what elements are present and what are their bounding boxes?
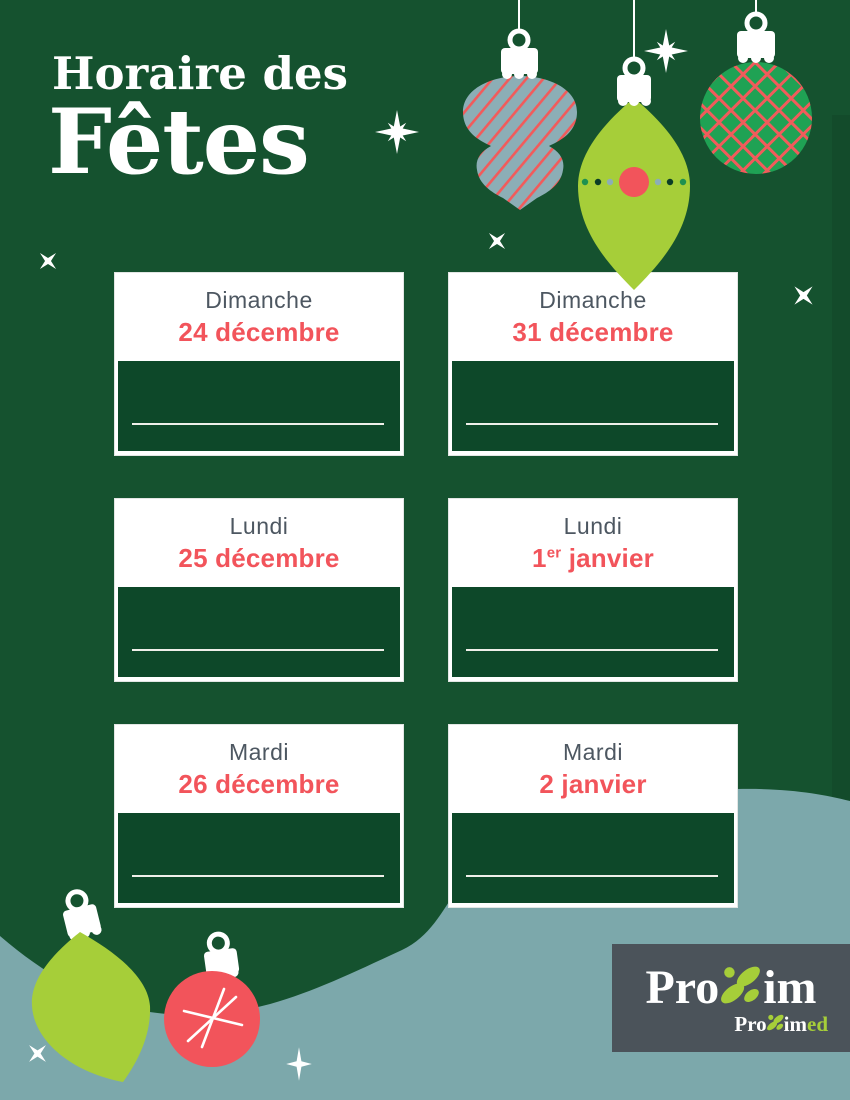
proximed-x-leaf-icon bbox=[766, 1014, 784, 1031]
card-header: Mardi 26 décembre bbox=[118, 725, 400, 813]
hours-write-line bbox=[132, 423, 384, 425]
schedule-card-dec25: Lundi 25 décembre bbox=[114, 498, 404, 682]
cross-sparkle-icon bbox=[39, 252, 57, 270]
day-label: Lundi bbox=[229, 512, 289, 539]
snowflake-icon bbox=[182, 987, 244, 1049]
day-label: Mardi bbox=[562, 738, 623, 765]
cross-sparkle-icon bbox=[488, 232, 506, 250]
schedule-card-jan1: Lundi 1er janvier bbox=[448, 498, 738, 682]
burst-sparkle-icon bbox=[644, 29, 688, 73]
date-label: 25 décembre bbox=[178, 542, 340, 573]
hours-panel bbox=[452, 813, 734, 903]
date-label: 24 décembre bbox=[178, 316, 340, 347]
sublogo-text-pro: Pro bbox=[734, 1011, 767, 1036]
card-header: Lundi 25 décembre bbox=[118, 499, 400, 587]
title-line2: Fêtes bbox=[48, 89, 310, 196]
card-header: Dimanche 24 décembre bbox=[118, 273, 400, 361]
hours-panel bbox=[118, 361, 400, 451]
hours-write-line bbox=[466, 649, 718, 651]
hours-panel bbox=[118, 587, 400, 677]
date-label: 1er janvier bbox=[532, 542, 654, 573]
logo-text-im: im bbox=[763, 960, 817, 1014]
right-shade-band bbox=[832, 115, 850, 807]
schedule-card-dec31: Dimanche 31 décembre bbox=[448, 272, 738, 456]
hours-write-line bbox=[132, 875, 384, 877]
proximed-logo: Pro im ed bbox=[734, 1011, 828, 1036]
hours-panel bbox=[452, 587, 734, 677]
date-label: 26 décembre bbox=[178, 768, 340, 799]
date-label: 31 décembre bbox=[512, 316, 674, 347]
sublogo-text-ed: ed bbox=[807, 1011, 828, 1036]
schedule-card-dec26: Mardi 26 décembre bbox=[114, 724, 404, 908]
logo-box: Pro im Pro im ed bbox=[612, 944, 850, 1052]
day-label: Dimanche bbox=[539, 286, 647, 313]
proxim-logo: Pro im bbox=[645, 960, 817, 1014]
cross-sparkle-icon bbox=[29, 1045, 46, 1062]
card-header: Mardi 2 janvier bbox=[452, 725, 734, 813]
hours-write-line bbox=[466, 423, 718, 425]
card-header: Dimanche 31 décembre bbox=[452, 273, 734, 361]
hours-write-line bbox=[132, 649, 384, 651]
lime-drop-ornament-icon bbox=[578, 0, 690, 290]
proxim-x-leaf-icon bbox=[721, 966, 761, 1003]
schedule-card-dec24: Dimanche 24 décembre bbox=[114, 272, 404, 456]
plaid-ball-ornament-icon bbox=[700, 0, 812, 174]
hours-panel bbox=[118, 813, 400, 903]
sublogo-text-im: im bbox=[783, 1011, 807, 1036]
day-label: Lundi bbox=[563, 512, 623, 539]
day-label: Mardi bbox=[228, 738, 289, 765]
hours-write-line bbox=[466, 875, 718, 877]
logo-text-pro: Pro bbox=[645, 960, 720, 1014]
bottom-drop-ornament-icon bbox=[31, 889, 151, 1082]
hours-panel bbox=[452, 361, 734, 451]
page-title: Horaire des Fêtes bbox=[48, 47, 348, 188]
card-header: Lundi 1er janvier bbox=[452, 499, 734, 587]
title-line1: Horaire des bbox=[52, 47, 348, 100]
cross-sparkle-icon bbox=[794, 286, 813, 305]
day-label: Dimanche bbox=[205, 286, 313, 313]
striped-finial-ornament-icon bbox=[463, 0, 577, 210]
bottom-snowflake-ball-ornament-icon bbox=[164, 931, 260, 1067]
burst-sparkle-icon bbox=[375, 110, 419, 154]
date-label: 2 janvier bbox=[539, 768, 647, 799]
schedule-card-jan2: Mardi 2 janvier bbox=[448, 724, 738, 908]
four-point-star-icon bbox=[286, 1047, 312, 1081]
